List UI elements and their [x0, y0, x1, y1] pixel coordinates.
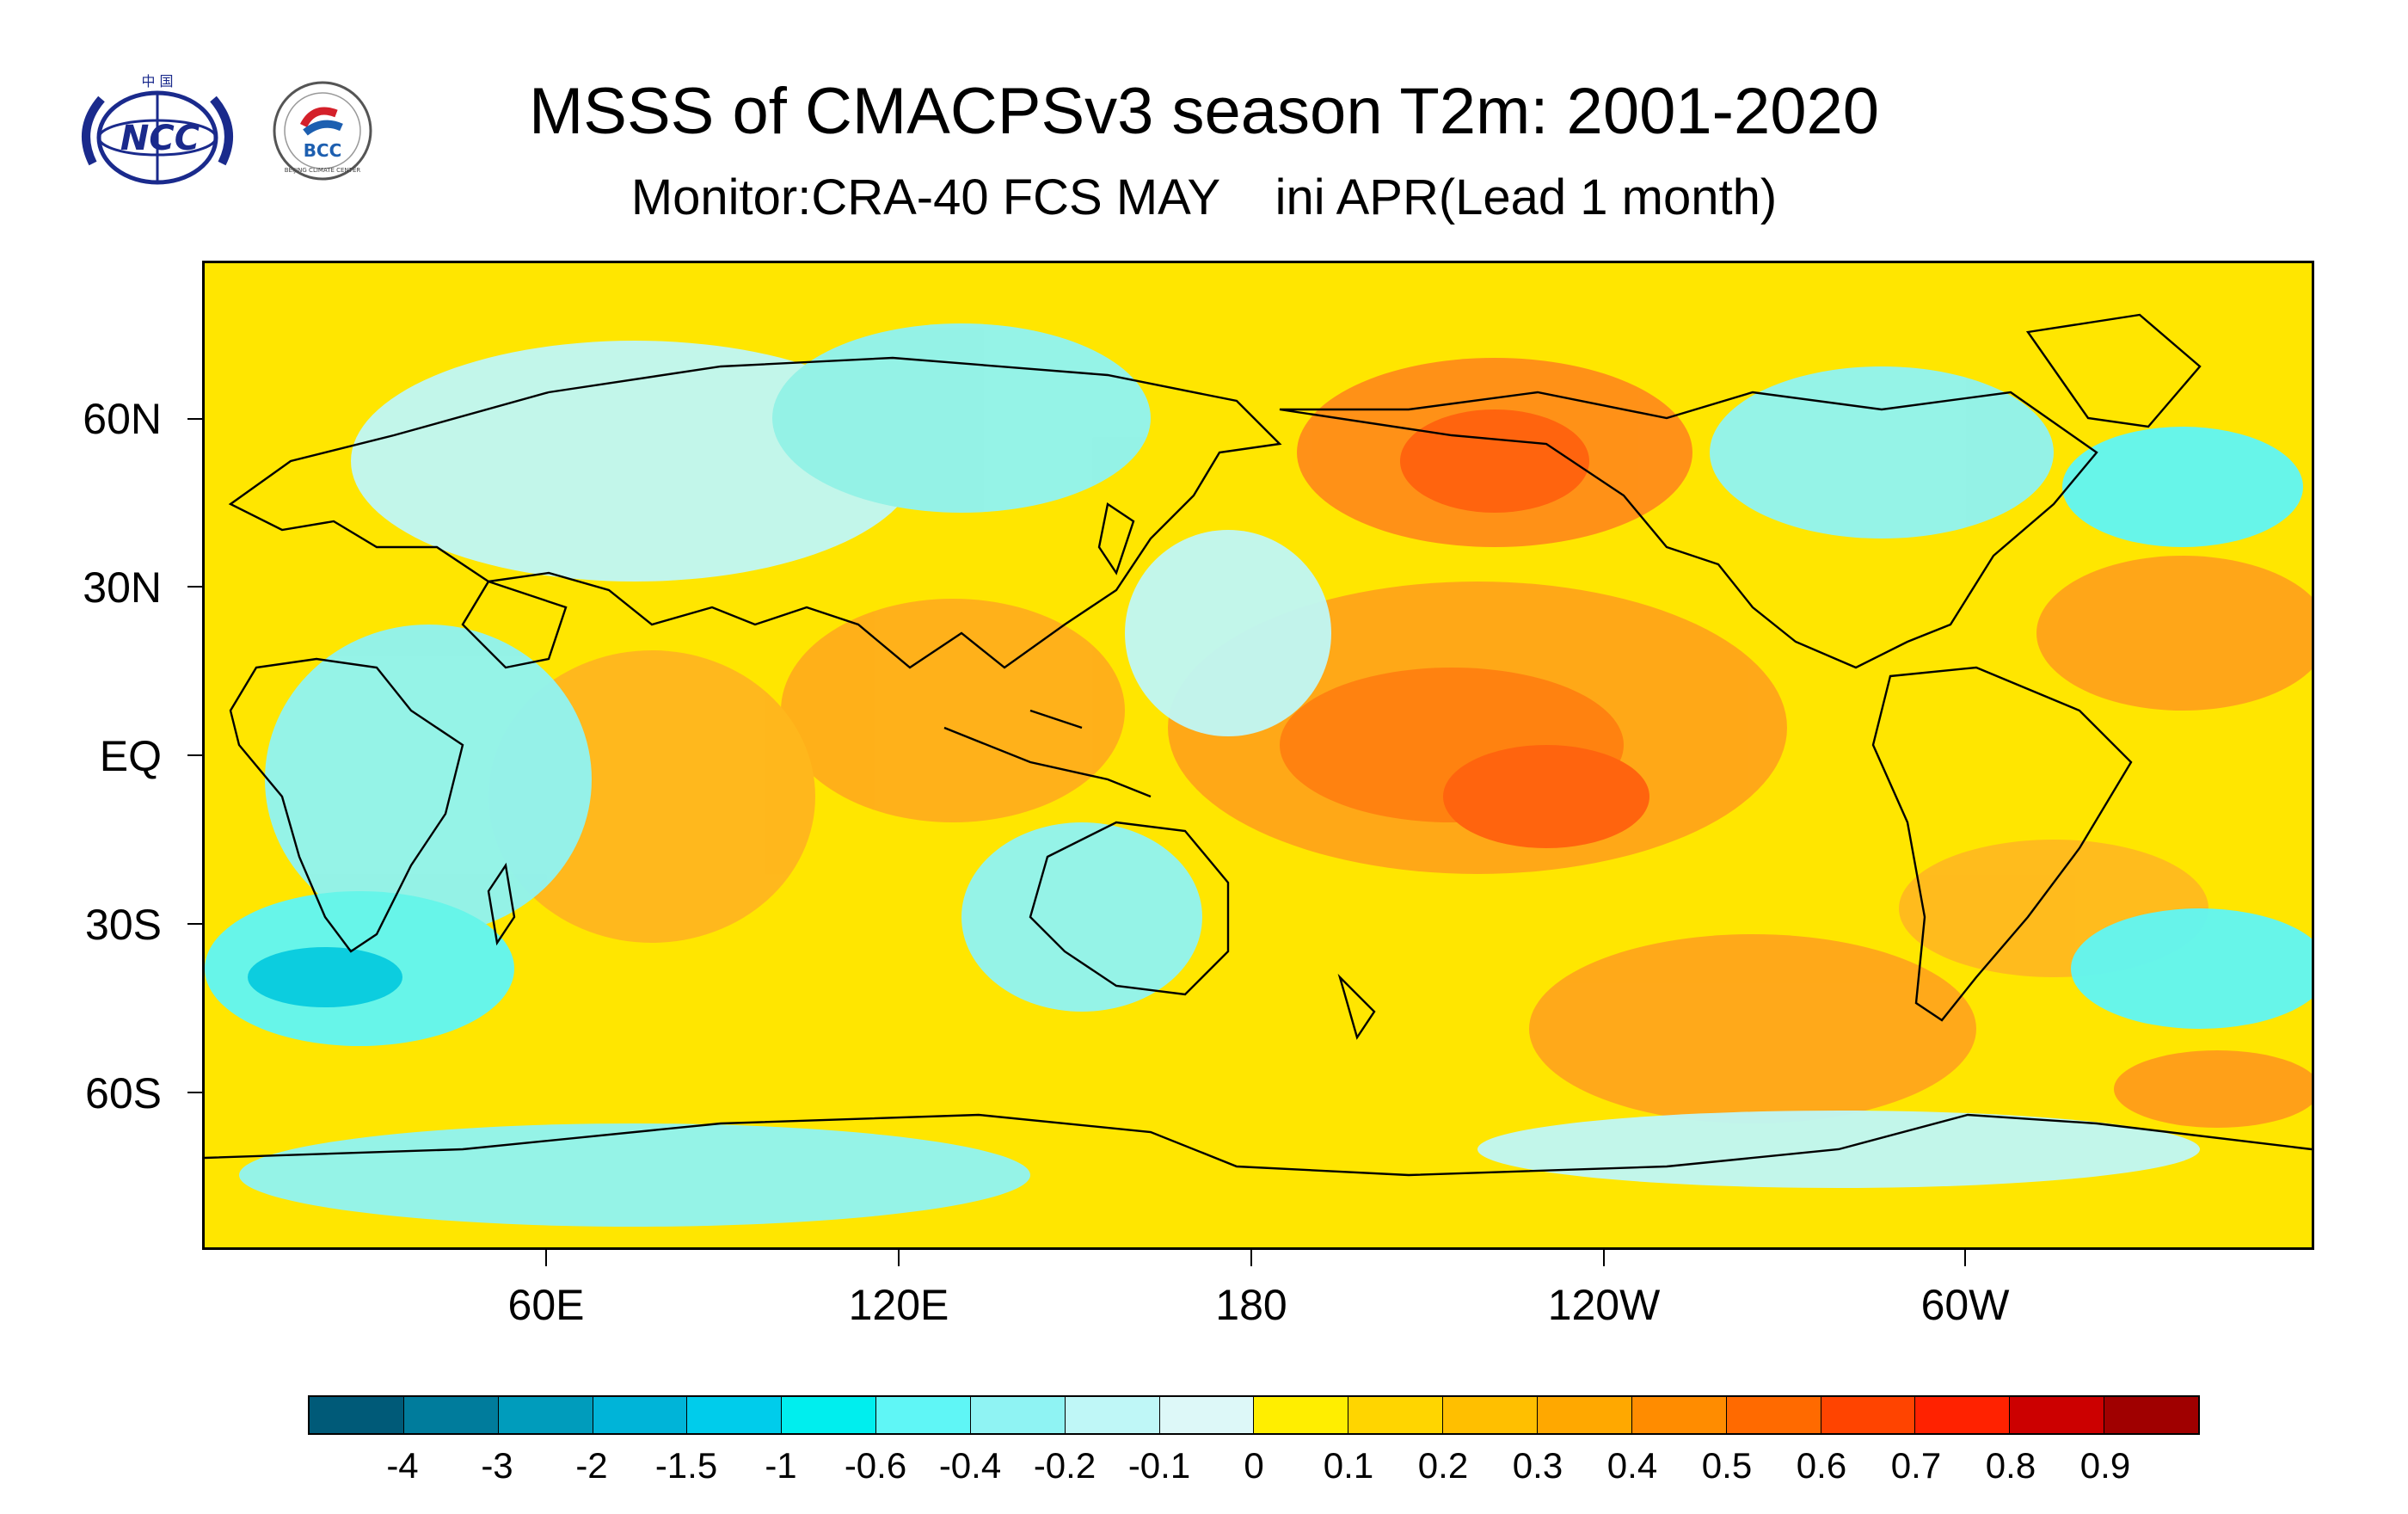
colorbar-label: -1.5 [654, 1445, 718, 1486]
australia-cool-region [961, 822, 1202, 1012]
colorbar-label: 0.7 [1890, 1445, 1942, 1486]
colorbar-label: 0.9 [2079, 1445, 2131, 1486]
north-america-coastline [1279, 391, 2098, 669]
bcc-logo: BCC BEIJING CLIMATE CENTER [271, 79, 374, 182]
colorbar-swatch [1537, 1397, 1632, 1433]
bcc-logo-text: BCC [304, 140, 342, 161]
australia-coastline [1029, 821, 1230, 996]
x-label-120e: 120E [848, 1281, 949, 1329]
x-axis-ticks [545, 1247, 1966, 1266]
indonesia-coastline [943, 709, 1152, 798]
colorbar-swatch [970, 1397, 1066, 1433]
greenland-coastline [2025, 313, 2202, 428]
map-panel [202, 261, 2314, 1250]
colorbar-swatch [1443, 1397, 1538, 1433]
colorbar-swatch [498, 1397, 593, 1433]
colorbar-label: 0.5 [1701, 1445, 1753, 1486]
colorbar-label: -3 [481, 1445, 513, 1486]
y-label-60n: 60N [83, 395, 162, 443]
x-label-120w: 120W [1547, 1281, 1661, 1329]
colorbar-swatch [2104, 1397, 2198, 1433]
south-indian-ocean-cool-core [248, 947, 402, 1007]
eurasia-coastline [228, 356, 1282, 669]
coastlines [205, 313, 2312, 1177]
colorbar-label: 0.8 [1985, 1445, 2036, 1486]
colorbar-swatch [1726, 1397, 1821, 1433]
arabia-coastline [461, 580, 568, 669]
antarctica-coastline [205, 1113, 2312, 1177]
antarctic-cool-band [239, 1123, 1030, 1227]
colorbar-swatch [1631, 1397, 1727, 1433]
colorbar [308, 1395, 2200, 1435]
ncc-top-text: 中 国 [141, 73, 173, 89]
colorbar-label: 0.2 [1417, 1445, 1469, 1486]
south-america-coastline [1871, 666, 2133, 1022]
maritime-continent-warm-region [781, 599, 1125, 822]
north-america-cool-region [1710, 366, 2054, 539]
eastern-pacific-warm-core [1443, 745, 1649, 848]
madagascar-coastline [487, 862, 516, 946]
colorbar-label: 0.6 [1796, 1445, 1847, 1486]
colorbar-label: 0 [1244, 1445, 1264, 1486]
colorbar-label: 0.1 [1323, 1445, 1374, 1486]
colorbar-label: 0.4 [1606, 1445, 1658, 1486]
colorbar-swatch [1915, 1397, 2011, 1433]
north-atlantic-warm-region [2036, 556, 2312, 711]
colorbar-swatch [687, 1397, 783, 1433]
colorbar-label: -1 [765, 1445, 797, 1486]
colorbar-swatch [1065, 1397, 1160, 1433]
chart-title: MSSS of CMACPSv3 season T2m: 2001-2020 [528, 75, 1880, 148]
south-atlantic-cool-region [2071, 908, 2312, 1029]
asia-cool-region [772, 323, 1151, 513]
colorbar-swatch [403, 1397, 499, 1433]
alaska-gulf-warm-core [1400, 409, 1589, 513]
new-zealand-coastline [1337, 973, 1376, 1040]
colorbar-swatch [876, 1397, 971, 1433]
y-label-eq: EQ [99, 732, 162, 780]
west-pacific-cool-region [1125, 530, 1331, 736]
colorbar-swatch [782, 1397, 877, 1433]
orange-fields [488, 358, 2312, 1128]
ncc-logo: 中 国 NCC [67, 69, 248, 198]
south-pacific-warm-region [1529, 934, 1976, 1123]
colorbar-label: -2 [575, 1445, 608, 1486]
y-label-60s: 60S [85, 1069, 162, 1117]
y-label-30s: 30S [85, 901, 162, 949]
x-label-180: 180 [1215, 1281, 1287, 1329]
north-atlantic-cool-region [2062, 427, 2303, 547]
colorbar-swatch [1159, 1397, 1255, 1433]
colorbar-label: -0.2 [1033, 1445, 1096, 1486]
colorbar-label: -4 [386, 1445, 419, 1486]
x-label-60e: 60E [507, 1281, 585, 1329]
africa-coastline [229, 657, 464, 953]
africa-cool-region [265, 625, 592, 934]
japan-coastline [1097, 502, 1135, 575]
colorbar-swatch [310, 1397, 404, 1433]
colorbar-swatch [1348, 1397, 1444, 1433]
colorbar-swatch [2010, 1397, 2105, 1433]
colorbar-swatch [1821, 1397, 1916, 1433]
y-label-30n: 30N [83, 563, 162, 612]
chart-subtitle: Monitor:CRA-40 FCS MAY ini APR(Lead 1 mo… [630, 169, 1778, 225]
colorbar-label: 0.3 [1512, 1445, 1563, 1486]
colorbar-swatch [593, 1397, 688, 1433]
colorbar-swatch [1254, 1397, 1349, 1433]
colorbar-label: -0.6 [844, 1445, 907, 1486]
ncc-logo-text: NCC [120, 119, 200, 158]
colorbar-label: -0.1 [1127, 1445, 1191, 1486]
colorbar-label: -0.4 [938, 1445, 1002, 1486]
y-axis-ticks [187, 418, 205, 1093]
southern-ocean-warm-region [2114, 1050, 2312, 1128]
bcc-ring-text: BEIJING CLIMATE CENTER [285, 167, 361, 174]
map-canvas [205, 263, 2312, 1247]
x-label-60w: 60W [1920, 1281, 2010, 1329]
